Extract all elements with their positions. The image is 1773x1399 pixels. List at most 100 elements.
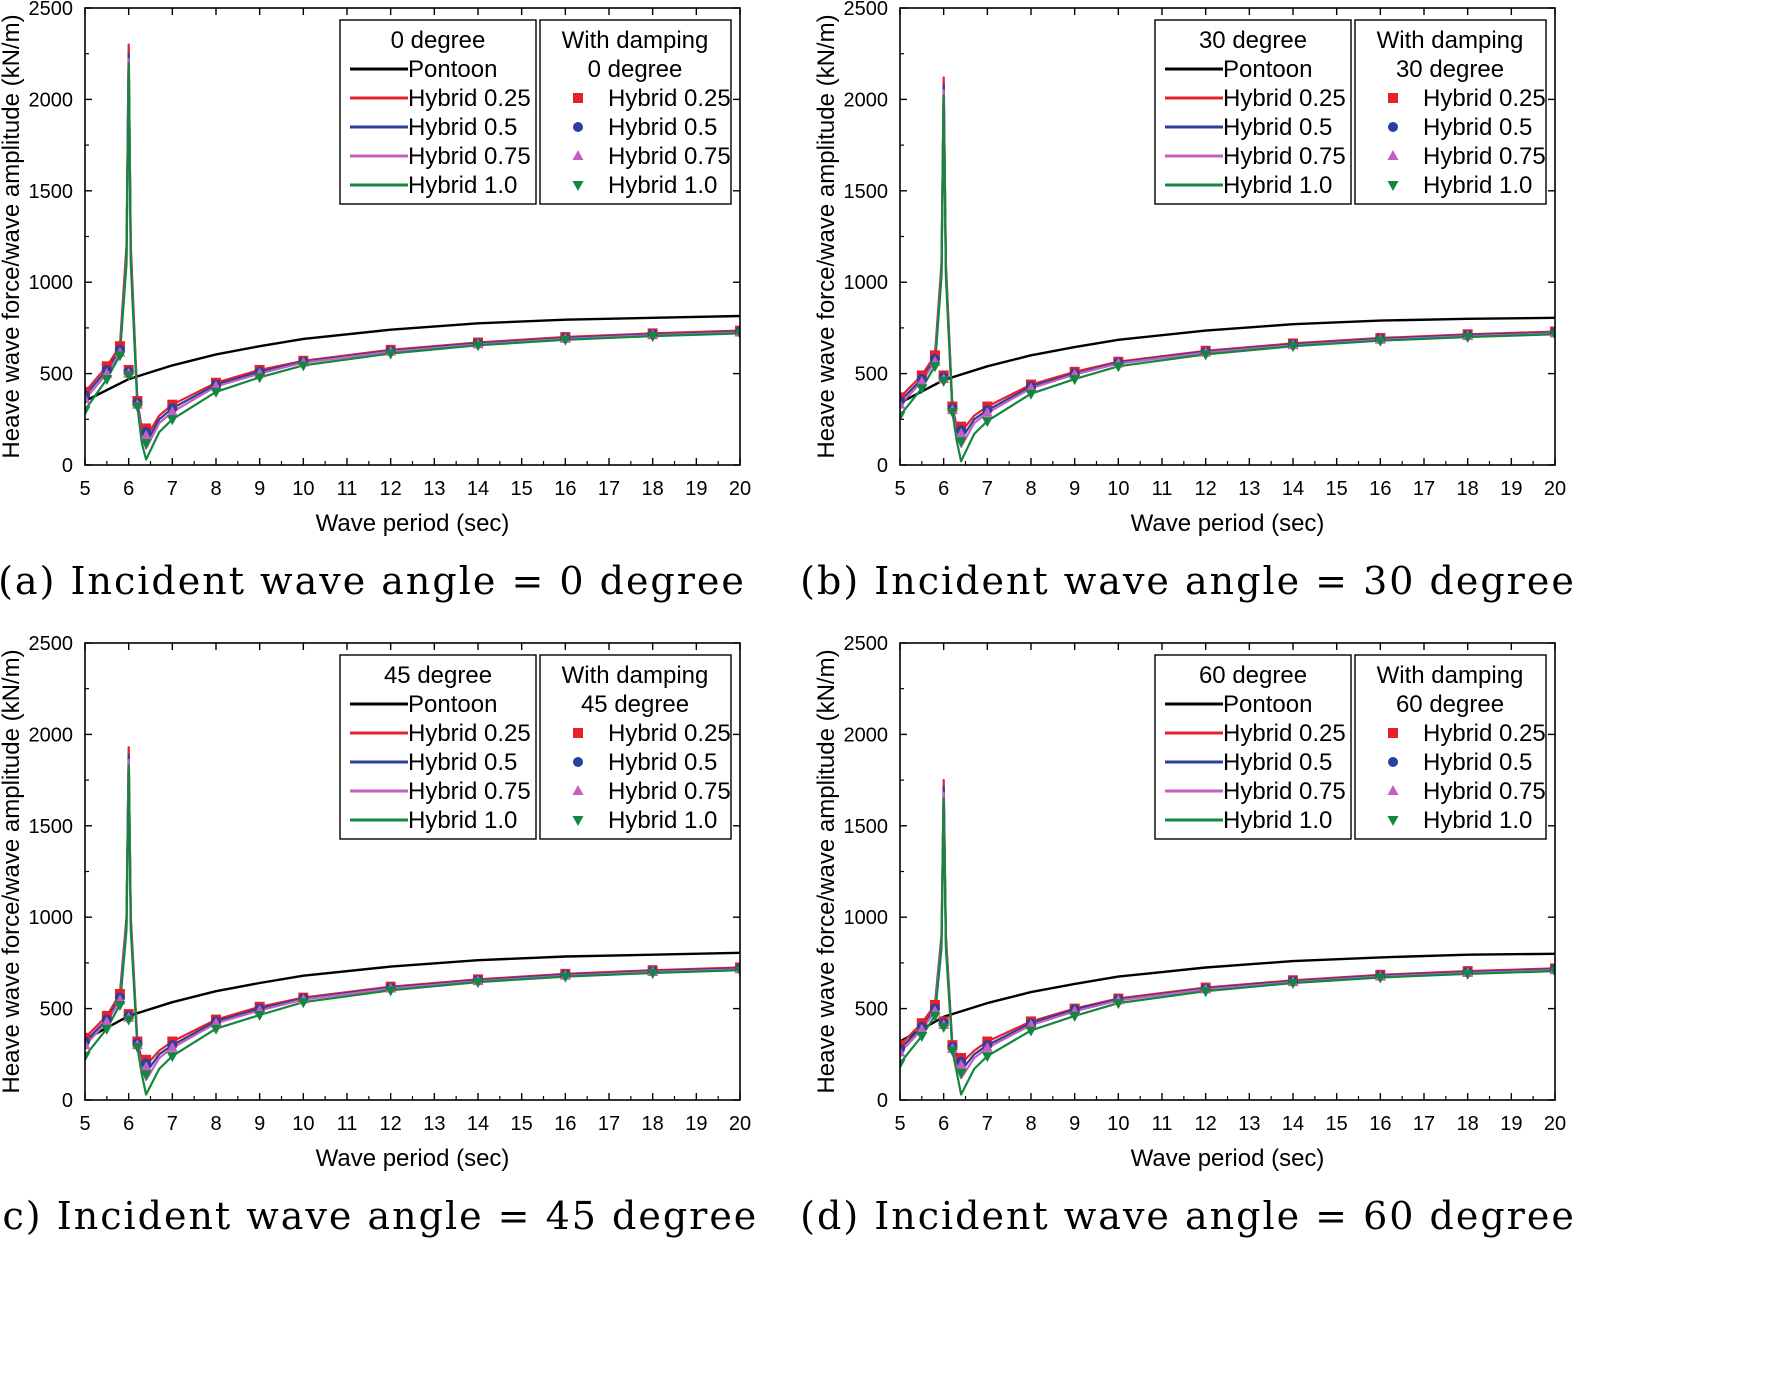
legend-label: Hybrid 1.0	[608, 172, 717, 199]
x-tick-label: 20	[729, 1113, 751, 1135]
y-tick-label: 1500	[29, 181, 74, 203]
x-tick-label: 18	[1457, 478, 1479, 500]
legend-marker	[572, 816, 584, 826]
legend-label: Hybrid 0.25	[608, 85, 731, 112]
data-point-hybrid-1-0	[1374, 973, 1386, 984]
y-axis-title: Heave wave force/wave amplitude (kN/m)	[813, 14, 840, 458]
y-axis-title: Heave wave force/wave amplitude (kN/m)	[0, 649, 25, 1093]
x-tick-label: 7	[167, 478, 178, 500]
y-tick-label: 1500	[844, 181, 889, 203]
data-point-hybrid-1-0	[647, 968, 659, 979]
data-point-hybrid-1-0	[123, 371, 135, 382]
legend-label: Hybrid 0.5	[1223, 114, 1332, 141]
legend-marker	[572, 150, 584, 160]
plot-frame	[899, 7, 1556, 466]
y-tick-label: 500	[855, 999, 888, 1021]
x-tick-label: 10	[1107, 478, 1129, 500]
x-tick-label: 17	[1413, 1113, 1435, 1135]
data-point-hybrid-1-0	[140, 1070, 152, 1081]
x-tick-label: 5	[894, 1113, 905, 1135]
y-tick-label: 1000	[844, 272, 889, 294]
x-tick-label: 20	[1544, 478, 1566, 500]
data-point-hybrid-0-75	[166, 1041, 178, 1052]
y-tick-label: 0	[877, 1090, 888, 1112]
plot-area	[85, 746, 740, 1096]
legend-label: Hybrid 0.5	[408, 114, 517, 141]
data-point-hybrid-0-75	[166, 405, 178, 416]
x-tick-label: 12	[1195, 1113, 1217, 1135]
x-tick-label: 15	[1326, 478, 1348, 500]
data-point-hybrid-1-0	[900, 1059, 906, 1070]
legend-label: Hybrid 1.0	[608, 807, 717, 834]
y-tick-label: 2500	[29, 633, 74, 655]
legend-label: Hybrid 0.25	[408, 85, 531, 112]
data-point-hybrid-1-0	[297, 998, 309, 1009]
x-tick-label: 19	[685, 478, 707, 500]
data-point-hybrid-1-0	[955, 437, 967, 448]
x-tick-label: 20	[1544, 1113, 1566, 1135]
legend-label: Hybrid 0.75	[408, 143, 531, 170]
legend-label: Hybrid 0.5	[1423, 749, 1532, 776]
data-point-hybrid-1-0	[114, 1000, 126, 1011]
legend-label: Hybrid 0.5	[608, 114, 717, 141]
x-tick-label: 9	[254, 478, 265, 500]
data-point-hybrid-0-75	[981, 1041, 993, 1052]
x-tick-label: 6	[123, 1113, 134, 1135]
y-tick-label: 1000	[29, 272, 74, 294]
chart-caption: (a) Incident wave angle = 0 degree	[0, 559, 746, 603]
data-point-hybrid-1-0	[131, 402, 143, 413]
data-point-hybrid-0-75	[916, 1023, 928, 1034]
legend-label: Hybrid 1.0	[408, 807, 517, 834]
legend-damping-title: With damping	[562, 27, 709, 54]
data-point-hybrid-1-0	[85, 406, 91, 417]
data-point-hybrid-0-75	[140, 429, 152, 440]
x-tick-label: 16	[554, 478, 576, 500]
legend-marker	[1387, 816, 1399, 826]
data-point-hybrid-1-0	[929, 1011, 941, 1022]
legend-label: Hybrid 0.75	[1423, 143, 1546, 170]
x-tick-label: 13	[423, 1113, 445, 1135]
data-point-hybrid-1-0	[1462, 333, 1474, 344]
x-tick-label: 16	[1369, 478, 1391, 500]
y-tick-label: 2000	[844, 724, 889, 746]
data-point-hybrid-1-0	[929, 362, 941, 373]
y-tick-label: 500	[40, 364, 73, 386]
data-point-hybrid-1-0	[647, 332, 659, 343]
data-point-hybrid-1-0	[254, 1010, 266, 1021]
plot-area	[900, 76, 1555, 463]
data-point-hybrid-0-75	[955, 427, 967, 438]
data-point-hybrid-1-0	[85, 1052, 91, 1063]
legend-label: Hybrid 0.75	[1423, 778, 1546, 805]
legend-label: Hybrid 0.25	[408, 720, 531, 747]
legend-label: Hybrid 1.0	[408, 172, 517, 199]
x-tick-label: 15	[511, 1113, 533, 1135]
legend-title: 45 degree	[384, 662, 492, 689]
legend-marker	[572, 181, 584, 191]
chart-panel-a: 5 6 7 8 9 10 11 12 13 14 15 16 17 18 19 20 0 500 1000 1500 2…	[0, 0, 751, 603]
x-tick-label: 6	[123, 478, 134, 500]
x-tick-label: 8	[1025, 478, 1036, 500]
data-point-hybrid-1-0	[114, 351, 126, 362]
legend-marker	[1388, 728, 1398, 738]
x-tick-label: 18	[1457, 1113, 1479, 1135]
legend-label: Hybrid 1.0	[1223, 807, 1332, 834]
plot-area	[900, 778, 1555, 1096]
series-line-pontoon	[900, 316, 1555, 404]
x-axis-title: Wave period (sec)	[1131, 1145, 1325, 1172]
data-point-hybrid-1-0	[916, 384, 928, 395]
x-tick-label: 8	[210, 1113, 221, 1135]
x-tick-label: 17	[598, 1113, 620, 1135]
y-tick-label: 2500	[844, 0, 889, 20]
x-tick-label: 6	[938, 478, 949, 500]
legend-label: Hybrid 1.0	[1223, 172, 1332, 199]
x-tick-label: 13	[423, 478, 445, 500]
data-point-hybrid-0-75	[140, 1061, 152, 1072]
x-axis-title: Wave period (sec)	[316, 1145, 510, 1172]
y-tick-label: 500	[40, 999, 73, 1021]
x-tick-label: 8	[210, 478, 221, 500]
data-point-hybrid-1-0	[559, 335, 571, 346]
